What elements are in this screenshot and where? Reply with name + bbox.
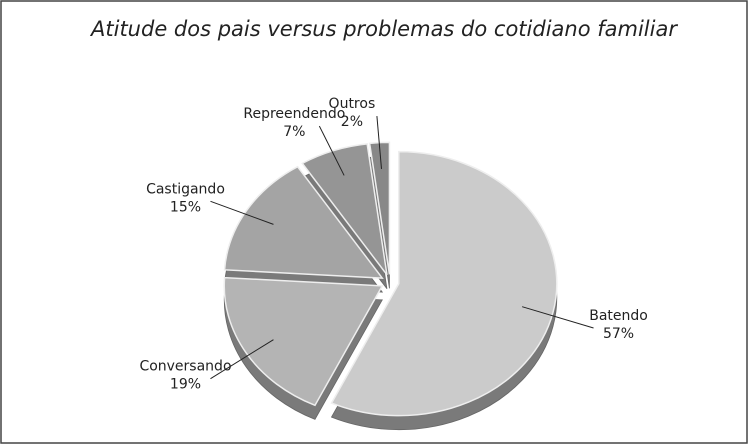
slice bbox=[330, 150, 558, 417]
slice bbox=[301, 143, 388, 276]
slice-label: Repreendendo bbox=[243, 106, 345, 122]
slice-value-label: 7% bbox=[283, 124, 305, 140]
slice-label: Batendo bbox=[589, 308, 648, 324]
slice-label: Castigando bbox=[146, 181, 225, 197]
leader-line bbox=[376, 116, 382, 170]
slice-value-label: 19% bbox=[170, 377, 201, 393]
chart-title: Atitude dos pais versus problemas do cot… bbox=[89, 17, 678, 41]
slice-label: Outros bbox=[329, 96, 376, 112]
slice-value-label: 15% bbox=[170, 199, 201, 215]
slice-value-label: 57% bbox=[603, 326, 634, 342]
leader-line bbox=[318, 125, 345, 176]
slice-value-label: 2% bbox=[341, 114, 363, 130]
leader-line bbox=[521, 306, 594, 329]
leader-line bbox=[210, 200, 274, 225]
slice bbox=[223, 276, 384, 407]
slice-label: Conversando bbox=[139, 359, 231, 375]
leader-line bbox=[210, 339, 274, 380]
slice bbox=[223, 165, 384, 279]
